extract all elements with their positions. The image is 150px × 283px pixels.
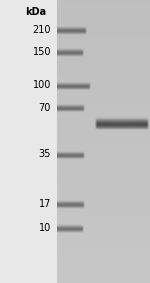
Text: 150: 150 <box>33 47 51 57</box>
Text: 100: 100 <box>33 80 51 90</box>
Text: 10: 10 <box>39 223 51 233</box>
Text: 35: 35 <box>39 149 51 159</box>
Text: 17: 17 <box>39 199 51 209</box>
Text: 210: 210 <box>33 25 51 35</box>
Text: kDa: kDa <box>26 7 46 17</box>
Text: 70: 70 <box>39 102 51 113</box>
Bar <box>0 0 57 283</box>
